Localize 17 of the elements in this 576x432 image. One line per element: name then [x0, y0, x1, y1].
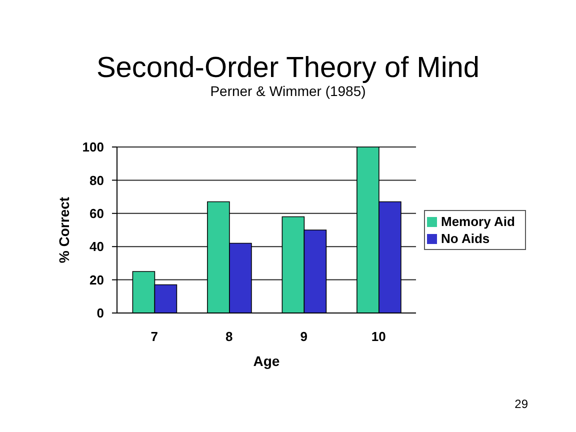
y-axis-title: % Correct: [56, 196, 72, 264]
x-axis-title: Age: [253, 353, 280, 369]
y-tick-label: 60: [90, 206, 104, 222]
x-tick-label: 10: [371, 329, 386, 344]
y-tick-label: 0: [96, 306, 104, 321]
y-tick-label: 20: [90, 272, 104, 288]
y-tick-label: 80: [90, 172, 104, 188]
x-tick-label: 9: [300, 329, 308, 344]
x-tick-label: 7: [150, 329, 158, 344]
x-tick-label: 8: [226, 329, 233, 344]
legend-label: No Aids: [441, 231, 490, 246]
y-tick-label: 100: [82, 140, 104, 155]
text: 29: [514, 396, 528, 412]
chart-title: Second-Order Theory of Mind: [95, 51, 481, 86]
legend-label: Memory Aid: [441, 214, 515, 229]
y-tick-label: 40: [90, 239, 104, 254]
chart-subtitle: Perner & Wimmer (1985): [209, 83, 367, 100]
